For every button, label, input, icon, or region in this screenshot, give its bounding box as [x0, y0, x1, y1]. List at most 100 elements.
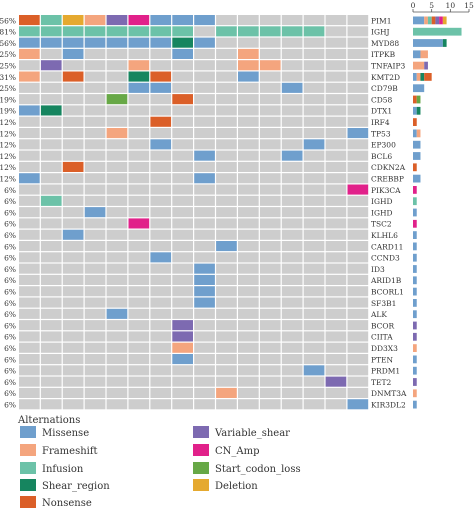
empty-cell	[106, 116, 128, 127]
percent-label: 6%	[4, 367, 16, 376]
empty-cell	[281, 354, 303, 365]
empty-cell	[150, 263, 172, 274]
empty-cell	[347, 48, 369, 59]
empty-cell	[128, 229, 150, 240]
empty-cell	[281, 320, 303, 331]
gene-label: ALK	[370, 310, 387, 319]
empty-cell	[325, 128, 347, 139]
empty-cell	[40, 173, 62, 184]
empty-cell	[194, 94, 215, 105]
empty-cell	[62, 252, 84, 263]
empty-cell	[194, 105, 215, 116]
empty-cell	[216, 297, 237, 308]
empty-cell	[347, 365, 369, 376]
empty-cell	[325, 184, 347, 195]
empty-cell	[259, 48, 281, 59]
empty-cell	[40, 286, 62, 297]
mutation-cell-nonsense	[150, 116, 172, 127]
empty-cell	[303, 218, 325, 229]
mutation-cell-infusion	[84, 26, 106, 37]
empty-cell	[172, 229, 193, 240]
percent-label: 25%	[0, 50, 16, 59]
empty-cell	[216, 320, 237, 331]
empty-cell	[216, 173, 237, 184]
empty-cell	[259, 94, 281, 105]
empty-cell	[150, 342, 172, 353]
empty-cell	[303, 71, 325, 82]
empty-cell	[40, 128, 62, 139]
mutation-cell-missense	[194, 173, 215, 184]
empty-cell	[194, 320, 215, 331]
empty-cell	[238, 116, 259, 127]
count-bar-segment	[413, 73, 417, 81]
empty-cell	[84, 139, 106, 150]
count-bar-segment	[413, 366, 417, 375]
empty-cell	[84, 150, 106, 161]
empty-cell	[238, 105, 259, 116]
empty-cell	[128, 173, 150, 184]
empty-cell	[259, 308, 281, 319]
empty-cell	[84, 173, 106, 184]
gene-label: ARID1B	[370, 276, 402, 285]
empty-cell	[62, 173, 84, 184]
percent-label: 6%	[4, 288, 16, 297]
gene-label: BCORL1	[371, 288, 404, 297]
empty-cell	[259, 320, 281, 331]
mutation-cell-variable_shear	[325, 376, 347, 387]
empty-cell	[62, 376, 84, 387]
empty-cell	[172, 387, 193, 398]
empty-cell	[128, 161, 150, 172]
percent-label: 6%	[4, 276, 16, 285]
mutation-cell-missense	[106, 37, 128, 48]
empty-cell	[281, 331, 303, 342]
count-bar-segment	[413, 186, 417, 194]
empty-cell	[238, 82, 259, 93]
empty-cell	[172, 71, 193, 82]
mutation-cell-cn_amp	[128, 15, 150, 26]
empty-cell	[325, 94, 347, 105]
empty-cell	[303, 274, 325, 285]
empty-cell	[303, 207, 325, 218]
empty-cell	[216, 263, 237, 274]
empty-cell	[19, 128, 40, 139]
empty-cell	[194, 128, 215, 139]
empty-cell	[172, 173, 193, 184]
empty-cell	[325, 331, 347, 342]
empty-cell	[150, 286, 172, 297]
empty-cell	[19, 354, 40, 365]
empty-cell	[281, 15, 303, 26]
empty-cell	[325, 60, 347, 71]
empty-cell	[40, 331, 62, 342]
empty-cell	[238, 252, 259, 263]
count-bar-segment	[413, 118, 417, 126]
empty-cell	[150, 241, 172, 252]
empty-cell	[216, 150, 237, 161]
mutation-cell-missense	[194, 274, 215, 285]
mutation-cell-infusion	[172, 26, 193, 37]
empty-cell	[281, 252, 303, 263]
empty-cell	[194, 331, 215, 342]
mutation-cell-missense	[194, 15, 215, 26]
mutation-cell-nonsense	[62, 161, 84, 172]
empty-cell	[172, 184, 193, 195]
empty-cell	[259, 195, 281, 206]
count-bar-segment	[413, 95, 417, 104]
empty-cell	[62, 320, 84, 331]
empty-cell	[238, 297, 259, 308]
count-bar-segment	[442, 39, 447, 47]
empty-cell	[303, 241, 325, 252]
empty-cell	[303, 331, 325, 342]
empty-cell	[303, 297, 325, 308]
empty-cell	[19, 207, 40, 218]
empty-cell	[40, 139, 62, 150]
empty-cell	[259, 263, 281, 274]
empty-cell	[281, 286, 303, 297]
empty-cell	[325, 308, 347, 319]
bar-axis-tick-label: 15	[464, 1, 474, 10]
mutation-cell-frameshift	[106, 128, 128, 139]
empty-cell	[150, 354, 172, 365]
empty-cell	[62, 399, 84, 410]
empty-cell	[325, 71, 347, 82]
mutation-cell-infusion	[40, 15, 62, 26]
empty-cell	[172, 308, 193, 319]
